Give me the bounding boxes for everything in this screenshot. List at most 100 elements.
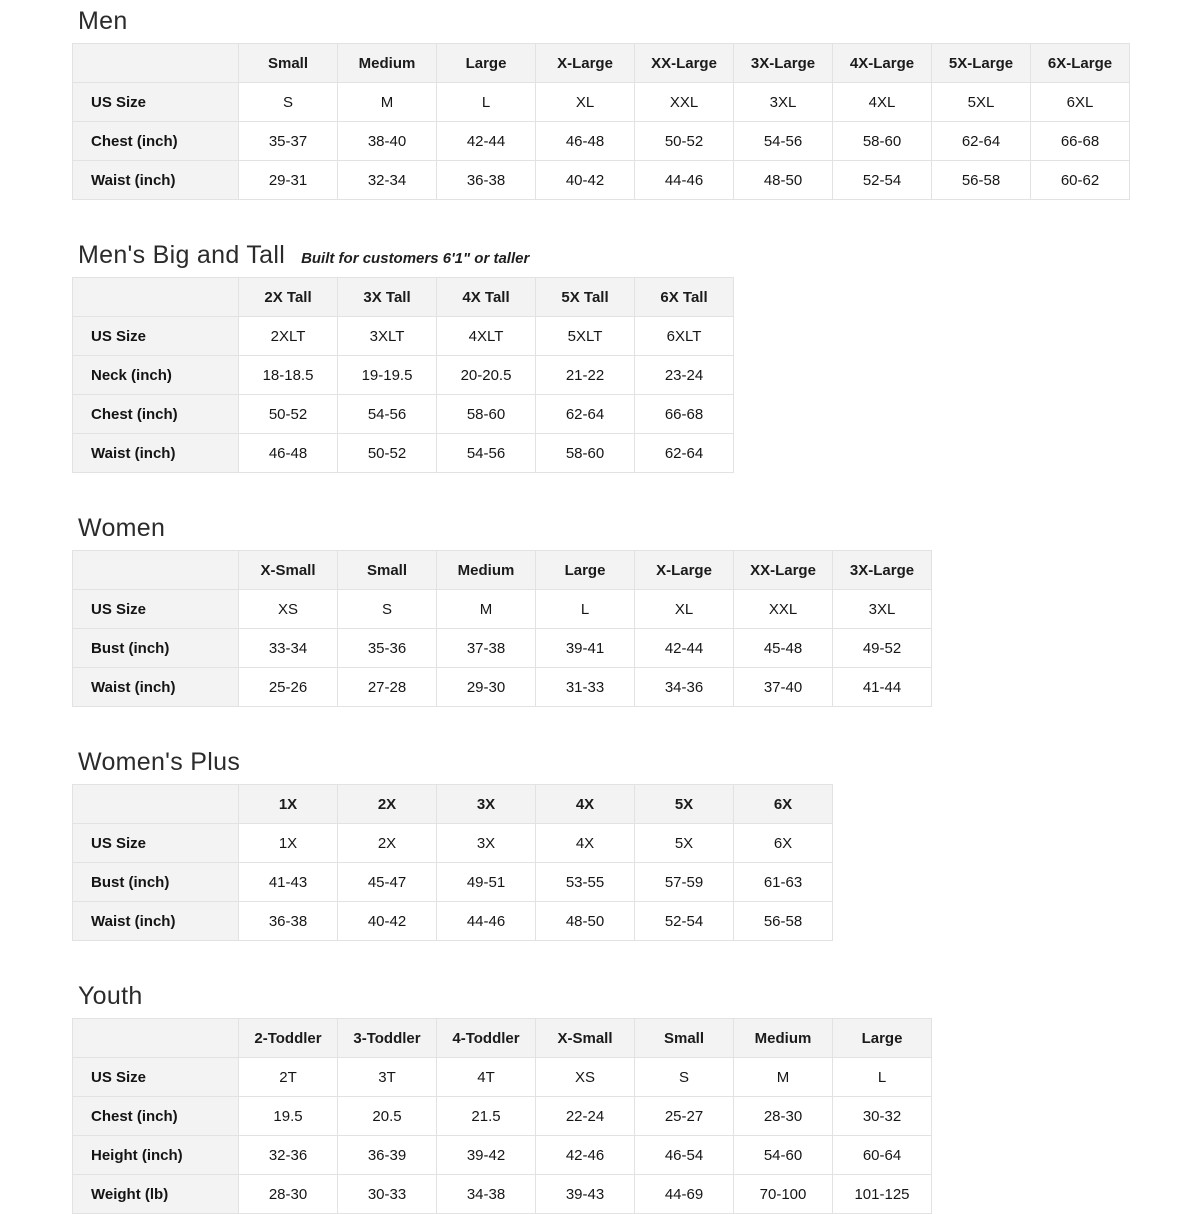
section-title: Women's Plus	[78, 748, 241, 776]
row-label: US Size	[72, 1057, 239, 1097]
size-cell: 42-46	[535, 1135, 635, 1175]
size-cell: M	[733, 1057, 833, 1097]
column-header: 1X	[238, 784, 338, 824]
size-cell: 42-44	[634, 628, 734, 668]
size-table-youth: 2-Toddler 3-Toddler 4-Toddler X-Small Small M…	[72, 1018, 932, 1214]
size-cell: 3X	[436, 823, 536, 863]
size-cell: 50-52	[337, 433, 437, 473]
size-cell: 36-38	[436, 160, 536, 200]
table-row: US Size XS S M L XL XXL 3XL	[72, 589, 932, 629]
column-header: Small	[337, 550, 437, 590]
size-cell: 3XL	[832, 589, 932, 629]
size-section-men: Men Small Medium Large X-Large XX-Large 3X-Lar…	[72, 6, 1200, 200]
size-cell: 4T	[436, 1057, 536, 1097]
size-cell: 60-62	[1030, 160, 1130, 200]
column-header: Medium	[733, 1018, 833, 1058]
size-table-men-s-big-and-tall: 2X Tall 3X Tall 4X Tall 5X Tall 6X Tall US Si…	[72, 277, 734, 473]
size-table-women: X-Small Small Medium Large X-Large XX-Large 3X…	[72, 550, 932, 707]
size-cell: 101-125	[832, 1174, 932, 1214]
size-cell: 30-32	[832, 1096, 932, 1136]
size-cell: 54-56	[733, 121, 833, 161]
table-row: US Size 1X 2X 3X 4X 5X 6X	[72, 823, 833, 863]
size-cell: M	[436, 589, 536, 629]
size-cell: 58-60	[535, 433, 635, 473]
row-label: US Size	[72, 589, 239, 629]
size-cell: 70-100	[733, 1174, 833, 1214]
size-cell: 46-48	[535, 121, 635, 161]
size-cell: 44-46	[634, 160, 734, 200]
column-header: Large	[436, 43, 536, 83]
column-header: XX-Large	[634, 43, 734, 83]
column-header: XX-Large	[733, 550, 833, 590]
size-cell: 21.5	[436, 1096, 536, 1136]
column-header: Small	[634, 1018, 734, 1058]
section-title: Women	[78, 514, 166, 542]
header-row: 2X Tall 3X Tall 4X Tall 5X Tall 6X Tall	[72, 277, 734, 317]
size-cell: XXL	[634, 82, 734, 122]
size-cell: 36-39	[337, 1135, 437, 1175]
column-header: 3X	[436, 784, 536, 824]
size-cell: 52-54	[832, 160, 932, 200]
size-cell: 54-56	[436, 433, 536, 473]
table-row: Neck (inch) 18-18.5 19-19.5 20-20.5 21-22 23-…	[72, 355, 734, 395]
size-cell: 41-44	[832, 667, 932, 707]
size-cell: 50-52	[634, 121, 734, 161]
size-cell: 50-52	[238, 394, 338, 434]
row-label: Weight (lb)	[72, 1174, 239, 1214]
corner-cell	[72, 784, 239, 824]
size-cell: 4XLT	[436, 316, 536, 356]
column-header: 4-Toddler	[436, 1018, 536, 1058]
size-cell: 25-26	[238, 667, 338, 707]
corner-cell	[72, 550, 239, 590]
section-title: Men	[78, 7, 128, 35]
size-cell: XL	[634, 589, 734, 629]
size-chart-page: Men Small Medium Large X-Large XX-Large 3X-Lar…	[72, 6, 1200, 1214]
size-cell: 3XLT	[337, 316, 437, 356]
size-cell: 28-30	[733, 1096, 833, 1136]
table-row: US Size 2XLT 3XLT 4XLT 5XLT 6XLT	[72, 316, 734, 356]
size-cell: 22-24	[535, 1096, 635, 1136]
size-cell: 28-30	[238, 1174, 338, 1214]
column-header: Small	[238, 43, 338, 83]
column-header: Medium	[337, 43, 437, 83]
column-header: 6X Tall	[634, 277, 734, 317]
size-cell: 31-33	[535, 667, 635, 707]
size-cell: 41-43	[238, 862, 338, 902]
column-header: X-Small	[535, 1018, 635, 1058]
corner-cell	[72, 277, 239, 317]
size-cell: 44-46	[436, 901, 536, 941]
size-section-youth: Youth 2-Toddler 3-Toddler 4-Toddler X-Small S…	[72, 981, 1200, 1214]
column-header: Large	[535, 550, 635, 590]
table-row: Chest (inch) 19.5 20.5 21.5 22-24 25-27 28-30 3…	[72, 1096, 932, 1136]
size-cell: 54-60	[733, 1135, 833, 1175]
column-header: 5X Tall	[535, 277, 635, 317]
size-cell: 60-64	[832, 1135, 932, 1175]
size-cell: 20-20.5	[436, 355, 536, 395]
column-header: 2-Toddler	[238, 1018, 338, 1058]
size-cell: 62-64	[931, 121, 1031, 161]
size-cell: 29-30	[436, 667, 536, 707]
size-cell: S	[337, 589, 437, 629]
size-cell: 46-54	[634, 1135, 734, 1175]
size-cell: S	[238, 82, 338, 122]
size-cell: XL	[535, 82, 635, 122]
size-cell: 39-43	[535, 1174, 635, 1214]
row-label: Bust (inch)	[72, 862, 239, 902]
size-cell: 66-68	[634, 394, 734, 434]
size-cell: L	[535, 589, 635, 629]
section-title-row: Men's Big and Tall Built for customers 6'…	[78, 240, 1200, 270]
column-header: 4X-Large	[832, 43, 932, 83]
size-cell: 45-47	[337, 862, 437, 902]
size-cell: 4X	[535, 823, 635, 863]
size-cell: 25-27	[634, 1096, 734, 1136]
table-row: Waist (inch) 25-26 27-28 29-30 31-33 34-36 37-…	[72, 667, 932, 707]
row-label: Waist (inch)	[72, 433, 239, 473]
size-section-men-s-big-and-tall: Men's Big and Tall Built for customers 6'…	[72, 240, 1200, 473]
size-cell: 5XL	[931, 82, 1031, 122]
table-row: US Size 2T 3T 4T XS S M L	[72, 1057, 932, 1097]
corner-cell	[72, 43, 239, 83]
size-cell: 49-52	[832, 628, 932, 668]
size-cell: 40-42	[535, 160, 635, 200]
size-cell: 20.5	[337, 1096, 437, 1136]
size-cell: 44-69	[634, 1174, 734, 1214]
